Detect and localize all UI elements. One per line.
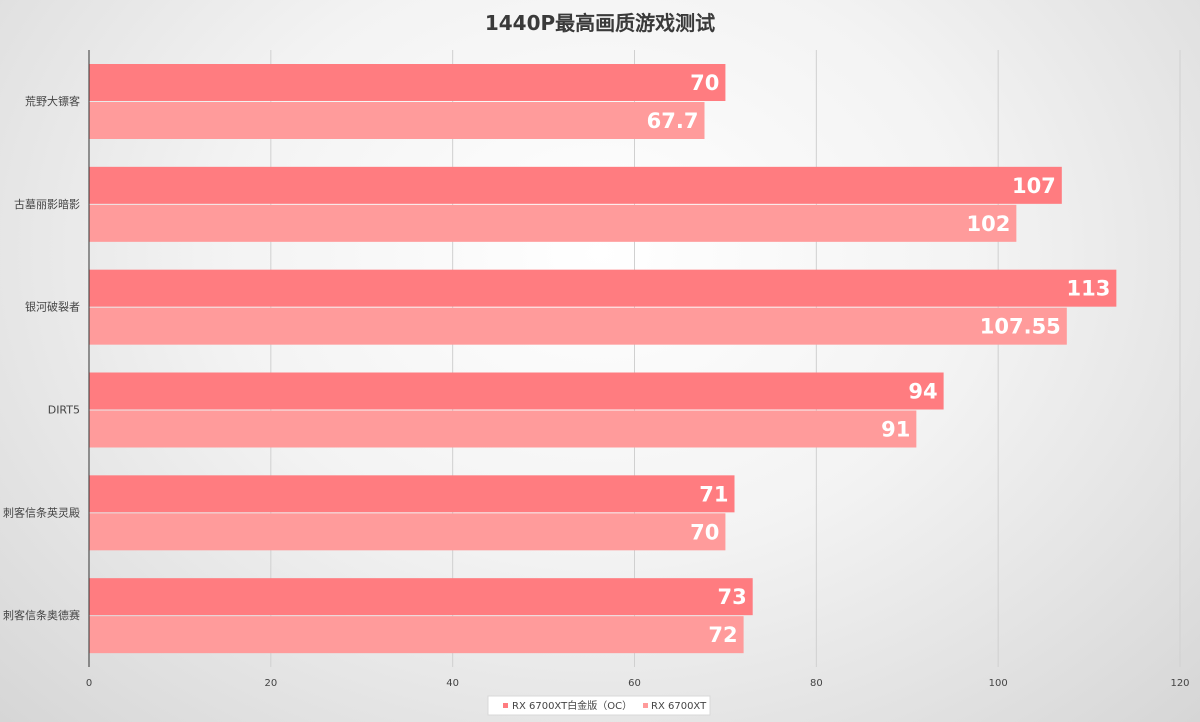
bar-stock bbox=[89, 204, 1017, 242]
bar-value-label: 71 bbox=[699, 482, 728, 506]
bar-value-label: 72 bbox=[708, 623, 737, 647]
x-tick-label: 120 bbox=[1170, 678, 1189, 689]
category-label: 刺客信条奥德赛 bbox=[3, 608, 80, 622]
bar-stock bbox=[89, 102, 705, 139]
bar-oc bbox=[89, 578, 753, 616]
x-tick-label: 80 bbox=[810, 678, 823, 689]
bar-value-label: 70 bbox=[690, 520, 719, 544]
bar-stock bbox=[89, 307, 1067, 345]
bar-oc bbox=[89, 64, 726, 101]
legend-swatch bbox=[503, 703, 508, 708]
x-tick-label: 100 bbox=[989, 678, 1008, 689]
bar-value-label: 73 bbox=[717, 585, 746, 609]
bar-value-label: 67.7 bbox=[647, 109, 699, 133]
x-tick-label: 20 bbox=[264, 678, 277, 689]
bar-value-label: 107.55 bbox=[980, 315, 1061, 339]
legend-label: RX 6700XT bbox=[651, 701, 707, 712]
bar-stock bbox=[89, 513, 726, 551]
bar-oc bbox=[89, 372, 944, 410]
category-label: 荒野大镖客 bbox=[25, 94, 80, 108]
bar-value-label: 70 bbox=[690, 71, 719, 95]
bar-stock bbox=[89, 616, 744, 654]
category-label: 古墓丽影暗影 bbox=[14, 197, 80, 211]
bar-value-label: 91 bbox=[881, 418, 910, 442]
category-label: 刺客信条英灵殿 bbox=[3, 505, 80, 519]
bar-value-label: 102 bbox=[967, 212, 1011, 236]
gridlines bbox=[270, 50, 1181, 667]
bar-oc bbox=[89, 475, 735, 513]
bar-value-label: 113 bbox=[1067, 277, 1111, 301]
bar-stock bbox=[89, 410, 917, 448]
bar-value-label: 107 bbox=[1012, 174, 1056, 198]
x-tick-label: 40 bbox=[446, 678, 459, 689]
legend: RX 6700XT白金版（OC） RX 6700XT bbox=[487, 695, 711, 716]
chart-title: 1440P最高画质游戏测试 bbox=[485, 11, 715, 35]
legend-swatch bbox=[643, 703, 648, 708]
x-tick-label: 60 bbox=[628, 678, 641, 689]
category-label: 银河破裂者 bbox=[25, 300, 80, 314]
category-label: DIRT5 bbox=[48, 404, 80, 417]
legend-box bbox=[487, 695, 711, 716]
bar-value-label: 94 bbox=[908, 380, 937, 404]
legend-label: RX 6700XT白金版（OC） bbox=[512, 699, 632, 712]
x-tick-label: 0 bbox=[86, 678, 92, 689]
bar-oc bbox=[89, 269, 1117, 307]
bar-oc bbox=[89, 166, 1062, 204]
